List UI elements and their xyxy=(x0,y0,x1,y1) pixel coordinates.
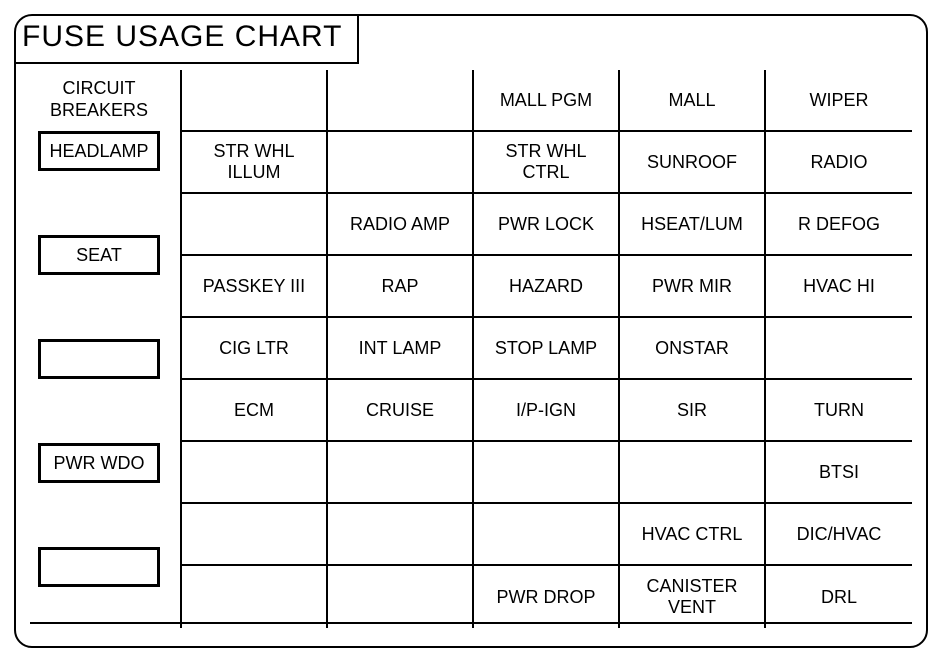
fuse-cell: STR WHLILLUM xyxy=(182,132,328,194)
fuse-cell xyxy=(766,318,912,380)
fuse-cell: HVAC HI xyxy=(766,256,912,318)
fuse-cell: SIR xyxy=(620,380,766,442)
fuse-cell xyxy=(328,504,474,566)
fuse-cell xyxy=(182,70,328,132)
fuse-cell: BTSI xyxy=(766,442,912,504)
fuse-cell: PWR MIR xyxy=(620,256,766,318)
fuse-cell xyxy=(328,566,474,628)
title-row: FUSE USAGE CHART xyxy=(30,26,912,74)
fuse-cell: CRUISE xyxy=(328,380,474,442)
fuse-cell: CIG LTR xyxy=(182,318,328,380)
breaker-slot-empty-1 xyxy=(38,339,160,379)
fuse-cell: STOP LAMP xyxy=(474,318,620,380)
fuse-cell: RADIO xyxy=(766,132,912,194)
fuse-cell: TURN xyxy=(766,380,912,442)
breaker-slot-headlamp: HEADLAMP xyxy=(38,131,160,171)
fuse-cell: ECM xyxy=(182,380,328,442)
fuse-cell: HVAC CTRL xyxy=(620,504,766,566)
fuse-cell xyxy=(620,442,766,504)
fuse-chart-panel: FUSE USAGE CHART CIRCUIT BREAKERS HEADLA… xyxy=(14,14,928,648)
fuse-cell: PASSKEY III xyxy=(182,256,328,318)
fuse-cell: HSEAT/LUM xyxy=(620,194,766,256)
content-area: CIRCUIT BREAKERS HEADLAMP SEAT PWR WDO M… xyxy=(30,70,912,628)
circuit-breakers-column: CIRCUIT BREAKERS HEADLAMP SEAT PWR WDO xyxy=(30,70,182,628)
fuse-cell: STR WHLCTRL xyxy=(474,132,620,194)
chart-title: FUSE USAGE CHART xyxy=(16,16,359,64)
fuse-cell: MALL PGM xyxy=(474,70,620,132)
fuse-cell: I/P-IGN xyxy=(474,380,620,442)
fuse-cell xyxy=(328,132,474,194)
fuse-grid: MALL PGMMALLWIPER STR WHLILLUM STR WHLCTRL… xyxy=(182,70,912,628)
fuse-cell xyxy=(328,442,474,504)
fuse-cell xyxy=(474,442,620,504)
fuse-cell xyxy=(182,504,328,566)
fuse-cell: ONSTAR xyxy=(620,318,766,380)
cb-heading-line1: CIRCUIT xyxy=(62,78,135,98)
bottom-rule xyxy=(30,622,912,624)
breaker-slot-empty-2 xyxy=(38,547,160,587)
fuse-cell xyxy=(328,70,474,132)
breaker-slot-seat: SEAT xyxy=(38,235,160,275)
fuse-cell: HAZARD xyxy=(474,256,620,318)
fuse-cell: INT LAMP xyxy=(328,318,474,380)
fuse-cell: PWR DROP xyxy=(474,566,620,628)
fuse-cell: DIC/HVAC xyxy=(766,504,912,566)
fuse-cell xyxy=(182,566,328,628)
cb-heading-line2: BREAKERS xyxy=(50,100,148,120)
fuse-cell xyxy=(474,504,620,566)
fuse-cell: R DEFOG xyxy=(766,194,912,256)
fuse-cell: PWR LOCK xyxy=(474,194,620,256)
fuse-cell: RAP xyxy=(328,256,474,318)
fuse-cell: RADIO AMP xyxy=(328,194,474,256)
circuit-breakers-heading: CIRCUIT BREAKERS xyxy=(50,78,148,121)
fuse-cell: CANISTERVENT xyxy=(620,566,766,628)
fuse-cell: SUNROOF xyxy=(620,132,766,194)
fuse-cell xyxy=(182,194,328,256)
fuse-cell: WIPER xyxy=(766,70,912,132)
fuse-cell: DRL xyxy=(766,566,912,628)
fuse-cell xyxy=(182,442,328,504)
breaker-slot-pwr-wdo: PWR WDO xyxy=(38,443,160,483)
fuse-cell: MALL xyxy=(620,70,766,132)
